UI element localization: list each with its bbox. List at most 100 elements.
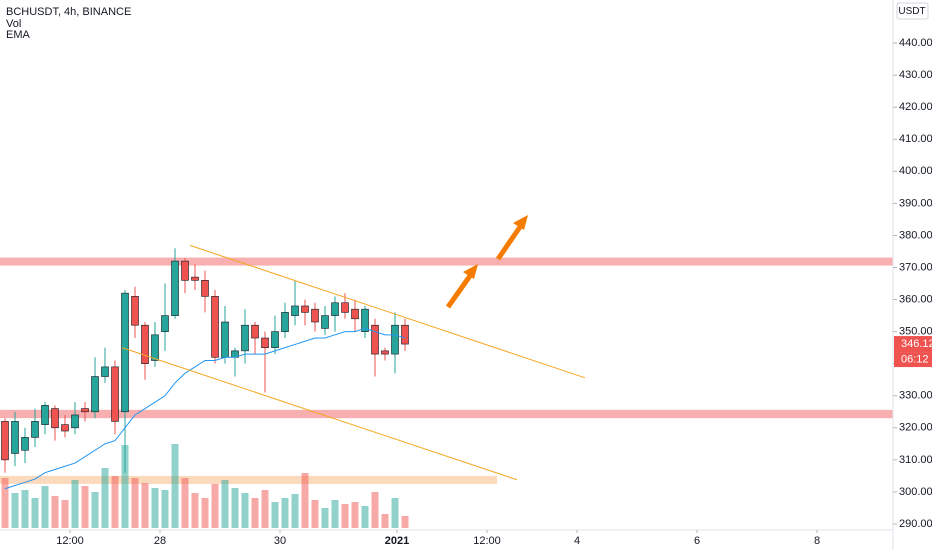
y-tick-label: 410.00 [899,133,932,145]
legend-ema: EMA [6,29,31,41]
volume-bar [161,490,169,528]
volume-bar [251,498,259,528]
volume-bar [61,500,69,528]
candle-body [281,312,289,332]
volume-bar [181,478,189,528]
volume-bar [391,498,399,528]
x-tick-label: 6 [694,535,700,547]
y-tick-label: 380.00 [899,229,932,241]
volume-bar [241,493,249,528]
x-tick-label: 2021 [385,535,409,547]
volume-bar [271,502,279,528]
volume-bar [111,476,119,528]
volume-bar [261,490,269,528]
volume-bar [71,480,79,528]
candle-body [31,421,39,438]
volume-bar [171,444,179,528]
volume-bar [211,484,219,528]
volume-bar [201,498,209,528]
y-tick-label: 310.00 [899,454,932,466]
arrow-head [463,264,478,279]
candle-body [251,324,259,339]
volume-bar [51,496,59,528]
candle-body [171,260,179,316]
volume-bar [151,488,159,528]
currency[interactable]: USDT [898,6,925,17]
plot-area [0,244,893,528]
candle-body [191,276,199,281]
candle-body [291,305,299,316]
x-tick-label: 30 [274,535,286,547]
y-tick-label: 290.00 [899,518,932,530]
zone [0,475,497,484]
arrow-shaft [445,271,475,309]
candle-body [141,324,149,364]
volume-bar [101,468,109,528]
candle-body [311,308,319,323]
zone [0,409,893,419]
x-tick-label: 12:00 [56,535,84,547]
volume-bar [231,488,239,528]
currency-box[interactable] [896,2,929,20]
candle-body [111,366,119,422]
arrow-shaft [495,222,525,261]
candle-body [51,408,59,429]
volume-bar [221,480,229,528]
y-tick-label: 320.00 [899,422,932,434]
volume-bar [1,478,9,528]
volume-bar [41,486,49,528]
x-tick-label: 8 [814,535,820,547]
volume-bar [311,500,319,528]
volume-bar [321,508,329,528]
candle-body [41,405,49,425]
candle-body [401,324,409,345]
volume-bar [381,514,389,528]
volume-bar [21,490,29,528]
y-tick-label: 300.00 [899,486,932,498]
y-tick-label: 430.00 [899,69,932,81]
volume-bar [11,493,19,528]
volume-bar [141,483,149,528]
y-tick-label: 400.00 [899,165,932,177]
volume-bar [341,504,349,528]
last-price-tag [894,336,932,353]
arrow-head [513,215,528,230]
volume-bar [351,502,359,528]
y-tick-label: 440.00 [899,37,932,49]
zone [0,257,893,266]
candle-body [181,260,189,281]
volume-bar [361,506,369,528]
candle-body [201,280,209,297]
countdown-tag [894,352,932,368]
candle-body [261,337,269,348]
y-tick-label: 370.00 [899,261,932,273]
y-tick-label: 420.00 [899,101,932,113]
candle-body [131,296,139,326]
symbol-title: BCHUSDT, 4h, BINANCE [6,6,131,18]
volume-bar [81,486,89,528]
countdown-label: 06:12 [901,353,929,365]
trendline [121,347,518,481]
candle-body [321,315,329,329]
x-tick-label: 4 [574,535,580,547]
last-price-label: 346.12 [901,338,932,350]
candle-body [271,331,279,348]
volume-bar [91,492,99,528]
candle-body [221,321,229,358]
candle-body [151,334,159,361]
candle-body [391,324,399,355]
candle-body [211,296,219,358]
volume-bar [31,498,39,528]
volume-bar [331,500,339,528]
volume-bar [371,492,379,528]
candle-body [241,324,249,352]
arrows [445,215,528,309]
candle-body [21,437,29,451]
y-tick-label: 330.00 [899,390,932,402]
y-tick-label: 360.00 [899,293,932,305]
candle-body [71,414,79,429]
volume-bar [401,516,409,528]
candle-body [341,302,349,313]
